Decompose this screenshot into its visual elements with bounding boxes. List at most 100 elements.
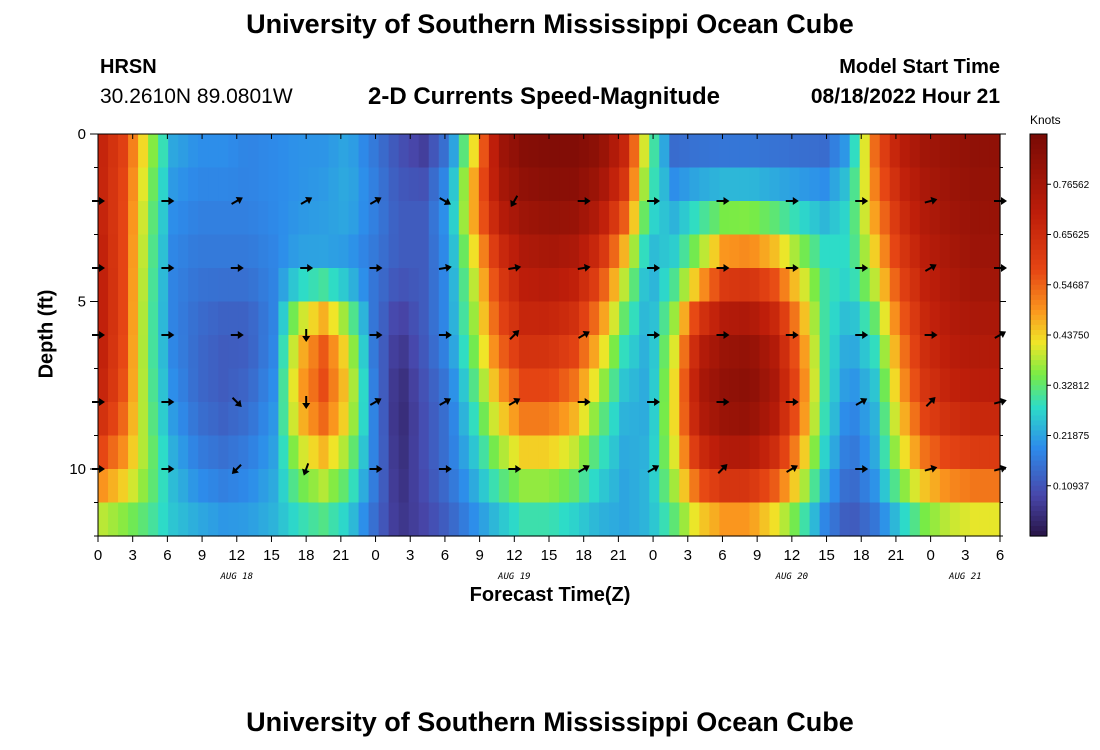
- heatmap-cell: [418, 402, 430, 437]
- heatmap-cell: [949, 435, 961, 470]
- heatmap-cell: [138, 435, 149, 470]
- heatmap-cell: [919, 234, 931, 269]
- heatmap-cell: [789, 402, 801, 437]
- heatmap-cell: [819, 268, 831, 303]
- colorbar-segment: [1030, 244, 1047, 251]
- heatmap-cell: [729, 469, 741, 504]
- x-tick-label: 0: [926, 547, 934, 564]
- heatmap-cell: [418, 368, 430, 403]
- heatmap-cell: [398, 402, 410, 437]
- colorbar: 0.10937 0.21875 0.32812 0.43750 0.54687 0.656…: [1029, 133, 1090, 537]
- heatmap-cell: [579, 301, 590, 336]
- heatmap-cell: [528, 134, 540, 169]
- colorbar-segment: [1030, 455, 1047, 462]
- heatmap-cell: [478, 368, 490, 403]
- heatmap-cell: [258, 301, 269, 336]
- heatmap-cell: [839, 368, 851, 403]
- current-vector-arrow: [161, 264, 175, 272]
- heatmap-cell: [238, 368, 249, 403]
- heatmap-cell: [559, 134, 570, 169]
- current-vector-arrow: [924, 464, 938, 473]
- arrow-head: [307, 264, 314, 272]
- heatmap-cell: [98, 435, 109, 470]
- heatmap-cell: [218, 502, 229, 537]
- heatmap-cell: [378, 268, 390, 303]
- current-vector-arrow: [786, 465, 798, 473]
- heatmap-cell: [689, 368, 700, 403]
- x-tick-label: 21: [333, 547, 350, 564]
- heatmap-cell: [849, 402, 861, 437]
- heatmap-cell: [158, 435, 169, 470]
- heatmap-cell: [488, 435, 500, 470]
- heatmap-cell: [959, 134, 971, 169]
- heatmap-cell: [448, 134, 460, 169]
- heatmap-cell: [589, 234, 600, 269]
- current-vector-arrow: [855, 331, 869, 339]
- heatmap-cell: [158, 134, 169, 169]
- heatmap-cell: [729, 502, 741, 537]
- heatmap-cell: [819, 502, 831, 537]
- arrow-head: [510, 199, 518, 208]
- heatmap-cell: [779, 134, 791, 169]
- heatmap-cell: [358, 368, 370, 403]
- arrow-head: [862, 331, 869, 339]
- current-vector-arrow: [785, 398, 799, 406]
- heatmap-cell: [879, 469, 891, 504]
- heatmap-cell: [388, 402, 400, 437]
- heatmap-cell: [859, 435, 871, 470]
- heatmap-cell: [178, 301, 189, 336]
- arrow-head: [514, 263, 522, 272]
- heatmap-cell: [228, 335, 239, 370]
- heatmap-cell: [118, 402, 129, 437]
- heatmap-cell: [919, 402, 931, 437]
- heatmap-cell: [358, 167, 370, 202]
- heatmap-cell: [759, 301, 771, 336]
- heatmap-cell: [318, 368, 330, 403]
- heatmap-cell: [228, 502, 239, 537]
- heatmap-cell: [238, 201, 249, 236]
- heatmap-cell: [308, 435, 320, 470]
- heatmap-cell: [258, 435, 269, 470]
- heatmap-cell: [538, 402, 550, 437]
- heatmap-cell: [879, 268, 891, 303]
- heatmap-cell: [478, 435, 490, 470]
- heatmap-cell: [198, 234, 209, 269]
- heatmap-cell: [979, 301, 991, 336]
- station-name: HRSN: [100, 56, 157, 78]
- heatmap-cell: [408, 335, 420, 370]
- heatmap-cell: [328, 234, 340, 269]
- heatmap-cell: [919, 301, 931, 336]
- heatmap-cell: [158, 201, 169, 236]
- heatmap-cell: [849, 435, 861, 470]
- heatmap-cell: [579, 268, 590, 303]
- heatmap-cell: [388, 469, 400, 504]
- arrow-head: [860, 398, 868, 405]
- current-vector-arrow: [785, 331, 799, 339]
- heatmap-cell: [428, 469, 440, 504]
- heatmap-cell: [188, 234, 199, 269]
- heatmap-cell: [528, 201, 540, 236]
- heatmap-cell: [358, 234, 370, 269]
- heatmap-cell: [288, 335, 300, 370]
- heatmap-cell: [458, 469, 470, 504]
- heatmap-cell: [318, 234, 330, 269]
- heatmap-cell: [258, 134, 269, 169]
- heatmap-cell: [248, 335, 259, 370]
- heatmap-cell: [108, 469, 119, 504]
- heatmap-cell: [378, 234, 390, 269]
- heatmap-cell: [208, 134, 219, 169]
- heatmap-cell: [769, 134, 781, 169]
- heatmap-cell: [939, 402, 951, 437]
- heatmap-cell: [458, 301, 470, 336]
- heatmap-cell: [508, 134, 520, 169]
- heatmap-cell: [569, 268, 580, 303]
- heatmap-cell: [589, 201, 600, 236]
- heatmap-cell: [779, 502, 791, 537]
- colorbar-segment: [1030, 164, 1047, 170]
- heatmap-cell: [829, 134, 841, 169]
- heatmap-cell: [889, 335, 901, 370]
- heatmap-cell: [969, 469, 981, 504]
- heatmap-cell: [538, 469, 550, 504]
- heatmap-cell: [889, 402, 901, 437]
- current-vector-arrow: [924, 331, 938, 339]
